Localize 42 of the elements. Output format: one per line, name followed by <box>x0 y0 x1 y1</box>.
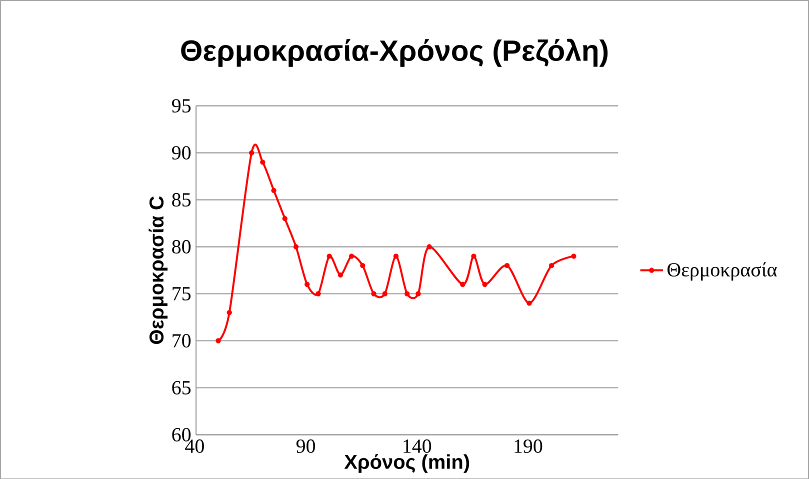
point <box>548 262 554 268</box>
y-tick-label: 70 <box>172 334 191 348</box>
y-tick-label: 60 <box>172 428 191 442</box>
point <box>226 310 232 315</box>
point <box>416 290 421 296</box>
point <box>271 188 276 193</box>
point <box>304 282 310 287</box>
point <box>393 253 399 259</box>
point <box>316 290 321 296</box>
legend-label: Θερμοκρασία <box>668 262 777 280</box>
point <box>471 253 476 259</box>
point <box>348 253 354 259</box>
y-tick-label: 85 <box>172 192 191 206</box>
x-tick-label: 90 <box>296 439 316 453</box>
point <box>526 300 532 306</box>
point <box>460 282 466 287</box>
x-axis-title: Χρόνος (min) <box>344 454 470 473</box>
y-axis-title: Θερμοκρασία C <box>148 196 168 344</box>
x-tick-label: 40 <box>185 439 204 453</box>
y-tick-label: 75 <box>172 286 191 300</box>
point <box>338 272 344 278</box>
point <box>216 338 221 344</box>
chart-title: Θερμοκρασία-Χρόνος (Ρεζόλη) <box>181 38 608 67</box>
point <box>482 282 488 287</box>
y-tick-label: 80 <box>172 240 191 254</box>
point <box>504 262 510 268</box>
point <box>382 290 388 296</box>
point <box>248 150 254 156</box>
point <box>571 253 576 259</box>
y-tick-label: 65 <box>172 380 191 394</box>
point <box>360 262 366 268</box>
point <box>404 290 410 296</box>
x-tick-label: 140 <box>404 439 432 453</box>
point <box>371 290 376 296</box>
point <box>260 159 266 165</box>
point <box>293 244 299 250</box>
point <box>326 253 332 259</box>
point <box>426 244 432 250</box>
point <box>282 216 288 221</box>
y-tick-label: 90 <box>172 146 191 160</box>
x-tick-label: 190 <box>514 439 542 453</box>
y-tick-label: 95 <box>172 98 191 112</box>
